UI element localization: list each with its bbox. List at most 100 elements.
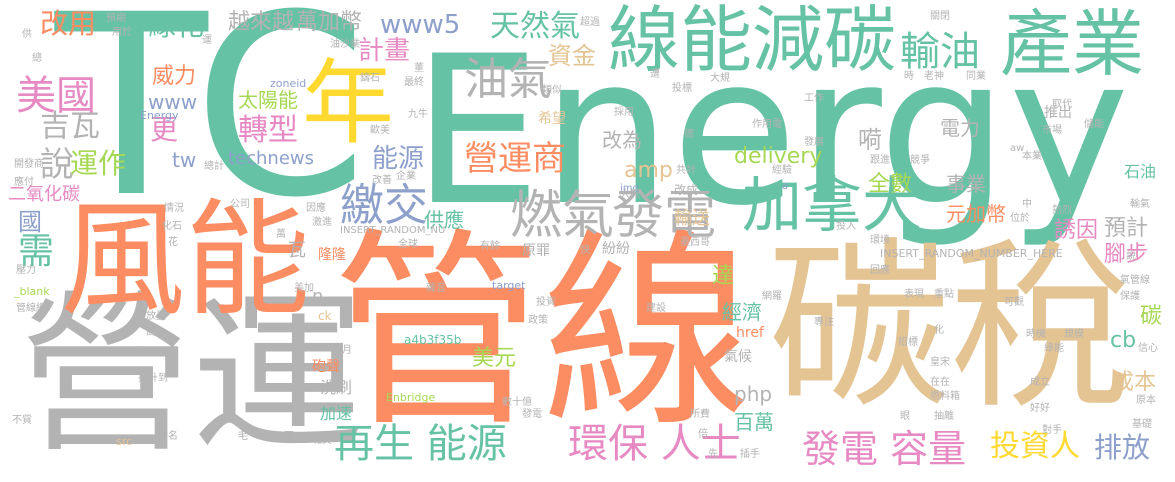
word-emission: 排放 <box>1094 431 1151 464</box>
word-located: 位於 <box>1010 213 1030 224</box>
word-policy: 政策 <box>528 315 548 326</box>
word-europe-us: 歐美 <box>370 125 390 136</box>
word-carbon: 碳 <box>1140 304 1163 329</box>
word-eye: 眼 <box>900 411 910 422</box>
word-exceed: 超過 <box>580 17 600 28</box>
word-original-sin: 原罪 <box>522 243 550 259</box>
word-time: 時 <box>904 71 914 82</box>
word-stigma: 污名 <box>158 431 178 442</box>
word-establish: 成立 <box>1030 377 1050 388</box>
word-total: 總 <box>32 53 42 64</box>
word-wind-energy: 風能 <box>60 188 310 333</box>
word-considerable: 可觀 <box>1004 297 1024 308</box>
word-n: n <box>312 286 324 307</box>
word-old-god: 老神 <box>924 71 944 82</box>
word-nation: 國 <box>18 208 42 236</box>
word-in-response: 因應 <box>306 203 326 214</box>
word-www5: www5 <box>380 10 461 40</box>
word-usd: 美元 <box>472 346 517 371</box>
word-director: 董 <box>414 63 424 74</box>
word-large-scale: 大規 <box>710 73 730 84</box>
word-confidence: 信心 <box>1138 343 1158 354</box>
word-billions: 數十億 <box>502 397 532 408</box>
word-solar: 太陽能 <box>238 88 298 112</box>
word-suffer: 遭 <box>650 69 660 80</box>
word-tw: tw <box>172 148 197 172</box>
word-canada: 加拿大 <box>742 171 922 241</box>
word-transport: 輸送 <box>674 208 710 229</box>
word-competition: 競爭 <box>910 155 930 166</box>
word-natural-gas: 天然氣 <box>490 9 580 44</box>
word-estimate: 預計 <box>1104 216 1149 241</box>
word-business: 事業 <box>946 172 986 196</box>
word-north-america: 北美 <box>312 435 332 446</box>
word-wash: 洗刷 <box>320 378 353 397</box>
word-launch: 推出 <box>1044 105 1072 121</box>
word-cannon: 砲聲 <box>312 359 340 375</box>
word-transport-small: 運 <box>202 35 212 46</box>
word-intervene: 插手 <box>740 449 760 460</box>
word-pace: 腳步 <box>1104 242 1149 267</box>
word-pressure: 壓力 <box>16 265 36 276</box>
word-us-canada: 美加 <box>294 283 314 294</box>
word-fossil: 化石 <box>162 221 182 232</box>
word-developer: 開發商 <box>14 159 44 170</box>
word-germany: 德 <box>684 129 694 140</box>
word-ize: 化 <box>934 325 944 336</box>
word-expense: 所費 <box>690 409 710 420</box>
word-global: 全球 <box>398 239 418 250</box>
word-used-for: 用於 <box>112 27 132 38</box>
word-energy-zh: 能源 <box>372 144 425 174</box>
word-emissions: 排放量 <box>136 311 166 322</box>
word-operator: 營運商 <box>464 139 566 179</box>
word-petroleum: 石油 <box>1124 162 1157 181</box>
word-follow: 跟進 <box>870 155 890 166</box>
word-model: 模 <box>138 347 148 358</box>
word-bid: 投標 <box>672 83 692 94</box>
word-mexico: 墨西哥 <box>680 237 710 248</box>
word-gas-fired: 燃氣 <box>510 186 615 246</box>
word-href: href <box>736 325 764 341</box>
word-climate: 氣候 <box>724 349 752 365</box>
word-everywhere: 在在 <box>930 377 950 388</box>
word-casting: 鑄石 <box>360 73 380 84</box>
word-noise: 雜音 <box>426 283 446 294</box>
word-ten-thousand: 萬 <box>276 229 286 240</box>
word-gas-transmission: 輸氣 <box>1130 199 1150 210</box>
word-improve: 改善 <box>372 175 392 186</box>
word-say: 說 <box>40 145 74 185</box>
word-timing: 時機 <box>1026 329 1046 340</box>
word-more: 更 <box>150 113 179 146</box>
word-work: 工作 <box>804 93 824 104</box>
word-surplus: 有餘 <box>480 241 500 252</box>
word-incentive: 誘因 <box>1054 218 1099 243</box>
word-zoneid: zoneid <box>270 77 307 90</box>
word-say-small: 說 <box>1126 251 1136 262</box>
word-high: 高 <box>146 327 156 338</box>
word-experience: 經驗 <box>772 165 792 176</box>
word-royal-song: 皇宋 <box>930 357 950 368</box>
word-ox: 九牛 <box>408 109 428 120</box>
word-originally: 原本 <box>1136 395 1156 406</box>
word-core-business: 本業 <box>1022 151 1042 162</box>
word-ck: ck <box>318 309 332 323</box>
word-raise-to: 提升到 <box>138 373 168 384</box>
word-invest-in: 投入 <box>836 221 856 232</box>
word-respond: 回應 <box>870 265 890 276</box>
word-middle: 中 <box>1022 199 1032 210</box>
word-usa: 美國 <box>16 73 96 119</box>
word-gigawatt: 吉瓦 <box>40 109 100 144</box>
word-src: src <box>116 435 133 448</box>
word-fast: 快 <box>580 245 590 256</box>
word-amp: amp <box>624 158 673 183</box>
word-key-point: 重點 <box>934 289 954 300</box>
word-insert-random-number-here: INSERT_RANDOM_NUMBER_HERE <box>880 247 1063 260</box>
word-well: 好好 <box>1030 403 1050 414</box>
word-performance: 表現 <box>904 289 924 300</box>
word-reach: 達 <box>712 264 735 289</box>
word-one-after-another: 紛紛 <box>602 241 630 257</box>
word-supply-small: 供 <box>22 29 32 40</box>
word-green-energy-carbon: 線能減碳 <box>608 0 897 82</box>
word-accelerate: 加速 <box>320 404 353 423</box>
word-million: 百萬 <box>734 410 774 434</box>
